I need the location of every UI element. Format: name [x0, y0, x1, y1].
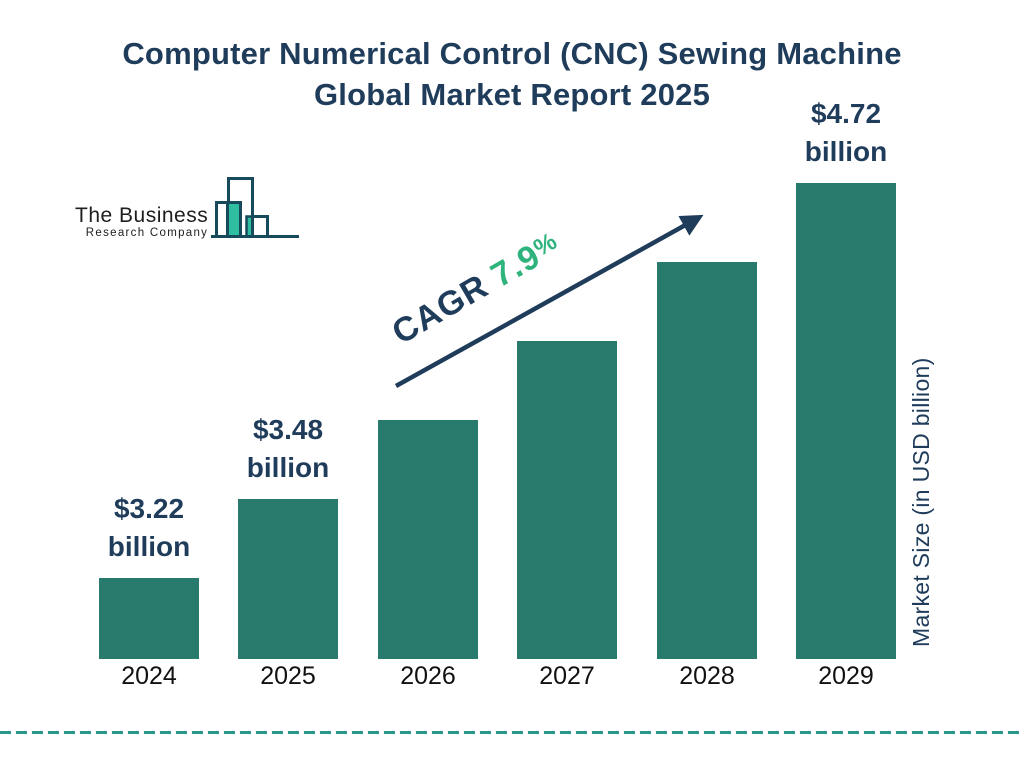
bar-value-label-2025: $3.48 billion: [218, 411, 358, 487]
bar-2029: [796, 183, 896, 659]
logo-subtitle: Research Company: [85, 227, 209, 239]
bar-value-label-2024: $3.22 billion: [79, 490, 219, 566]
bar-2026: [378, 420, 478, 659]
value-amount: $3.48: [252, 414, 324, 445]
chart-title: Computer Numerical Control (CNC) Sewing …: [0, 33, 1024, 115]
bar-2027: [517, 341, 617, 659]
cagr-value: 7.9%: [484, 227, 563, 295]
value-amount: $3.22: [113, 493, 185, 524]
bar-value-label-2029: $4.72 billion: [776, 95, 916, 171]
bar-2024: [99, 578, 199, 659]
x-axis-label-2024: 2024: [121, 662, 177, 690]
value-unit: billion: [107, 531, 191, 562]
x-axis-label-2026: 2026: [400, 662, 456, 690]
cagr-prefix: CAGR: [385, 266, 495, 352]
x-axis-label-2027: 2027: [539, 662, 595, 690]
chart-title-line-1: Computer Numerical Control (CNC) Sewing …: [122, 36, 902, 71]
bottom-dashed-divider: [0, 731, 1024, 734]
y-axis-label: Market Size (in USD billion): [908, 357, 934, 647]
company-logo: The Business Research Company: [75, 173, 301, 248]
value-unit: billion: [804, 136, 888, 167]
value-amount: $4.72: [810, 98, 882, 129]
logo-name: The Business: [75, 204, 209, 227]
x-axis-label-2028: 2028: [679, 662, 735, 690]
cagr-label: CAGR7.9%: [383, 221, 567, 353]
x-axis-label-2029: 2029: [818, 662, 874, 690]
value-unit: billion: [246, 452, 330, 483]
chart-title-line-2: Global Market Report 2025: [313, 77, 711, 112]
bar-chart-logo-icon: [209, 173, 301, 248]
logo-text: The Business Research Company: [75, 205, 208, 240]
bar-2025: [238, 499, 338, 659]
x-axis-label-2025: 2025: [260, 662, 316, 690]
bar-2028: [657, 262, 757, 659]
